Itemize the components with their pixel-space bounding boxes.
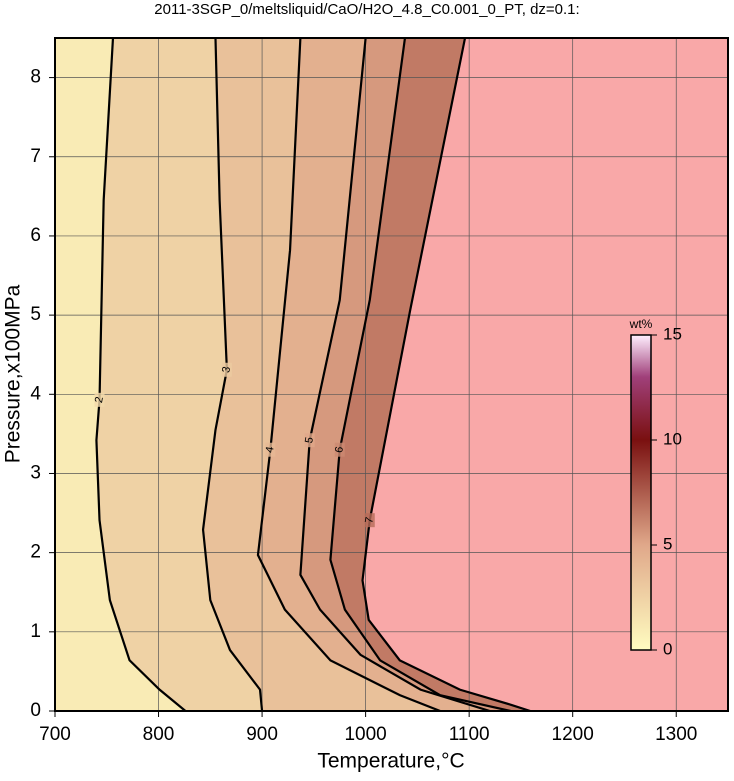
contour-line — [361, 38, 531, 711]
contour-label: 2 — [93, 396, 106, 404]
contour-line — [95, 38, 187, 711]
contour-line — [256, 38, 441, 711]
contour-label-bg — [94, 392, 105, 407]
y-tick-label: 7 — [30, 146, 41, 167]
chart-title: 2011-3SGP_0/meltsliquid/CaO/H2O_4.8_C0.0… — [154, 1, 579, 18]
contour-label: 7 — [363, 516, 376, 524]
x-tick-label: 800 — [143, 724, 175, 745]
contour-label: 3 — [220, 366, 233, 374]
plot-area: 2 3 4 5 6 7 — [55, 38, 728, 711]
colorbar-tick-label: 0 — [663, 639, 672, 658]
x-tick-label: 900 — [246, 724, 278, 745]
contour-line — [201, 38, 264, 711]
contour-label-bg — [221, 362, 232, 377]
contour-label: 4 — [264, 446, 277, 454]
x-tick-label: 1100 — [449, 724, 490, 745]
x-tick-label: 1000 — [344, 724, 386, 745]
x-axis-label: Temperature,°C — [317, 750, 464, 773]
y-axis-label: Pressure,x100MPa — [2, 284, 25, 463]
x-tick-label: 1200 — [552, 724, 594, 745]
contour-line — [329, 38, 511, 711]
plot-frame — [54, 37, 729, 712]
contour-label-bg — [334, 442, 345, 457]
contour-label-bg — [304, 433, 315, 448]
colorbar-tick-label: 10 — [663, 429, 682, 448]
colorbar-tick-label: 5 — [663, 534, 672, 553]
y-tick-label: 2 — [30, 542, 41, 563]
y-tick-label: 5 — [30, 304, 41, 325]
contour-label-bg — [364, 513, 375, 528]
colorbar-tick-label: 15 — [663, 324, 682, 343]
contour-line — [299, 38, 491, 711]
y-tick-label: 6 — [30, 225, 41, 246]
overlay: 700 800 900 1000 1100 1200 1300 0 1 2 3 4 5 6 7 8 wt% 0 5 1… — [30, 37, 729, 745]
y-tick-label: 3 — [30, 462, 41, 483]
x-tick-label: 1300 — [655, 724, 697, 745]
y-tick-label: 4 — [30, 383, 41, 404]
y-tick-label: 1 — [30, 621, 41, 642]
contour-label: 6 — [333, 446, 346, 454]
contour-label-bg — [265, 442, 276, 457]
y-tick-label: 0 — [30, 700, 41, 721]
contour-label: 5 — [303, 436, 316, 444]
y-tick-label: 8 — [30, 67, 41, 88]
colorbar — [630, 334, 652, 651]
x-tick-label: 700 — [39, 724, 71, 745]
colorbar-label: wt% — [629, 317, 653, 331]
